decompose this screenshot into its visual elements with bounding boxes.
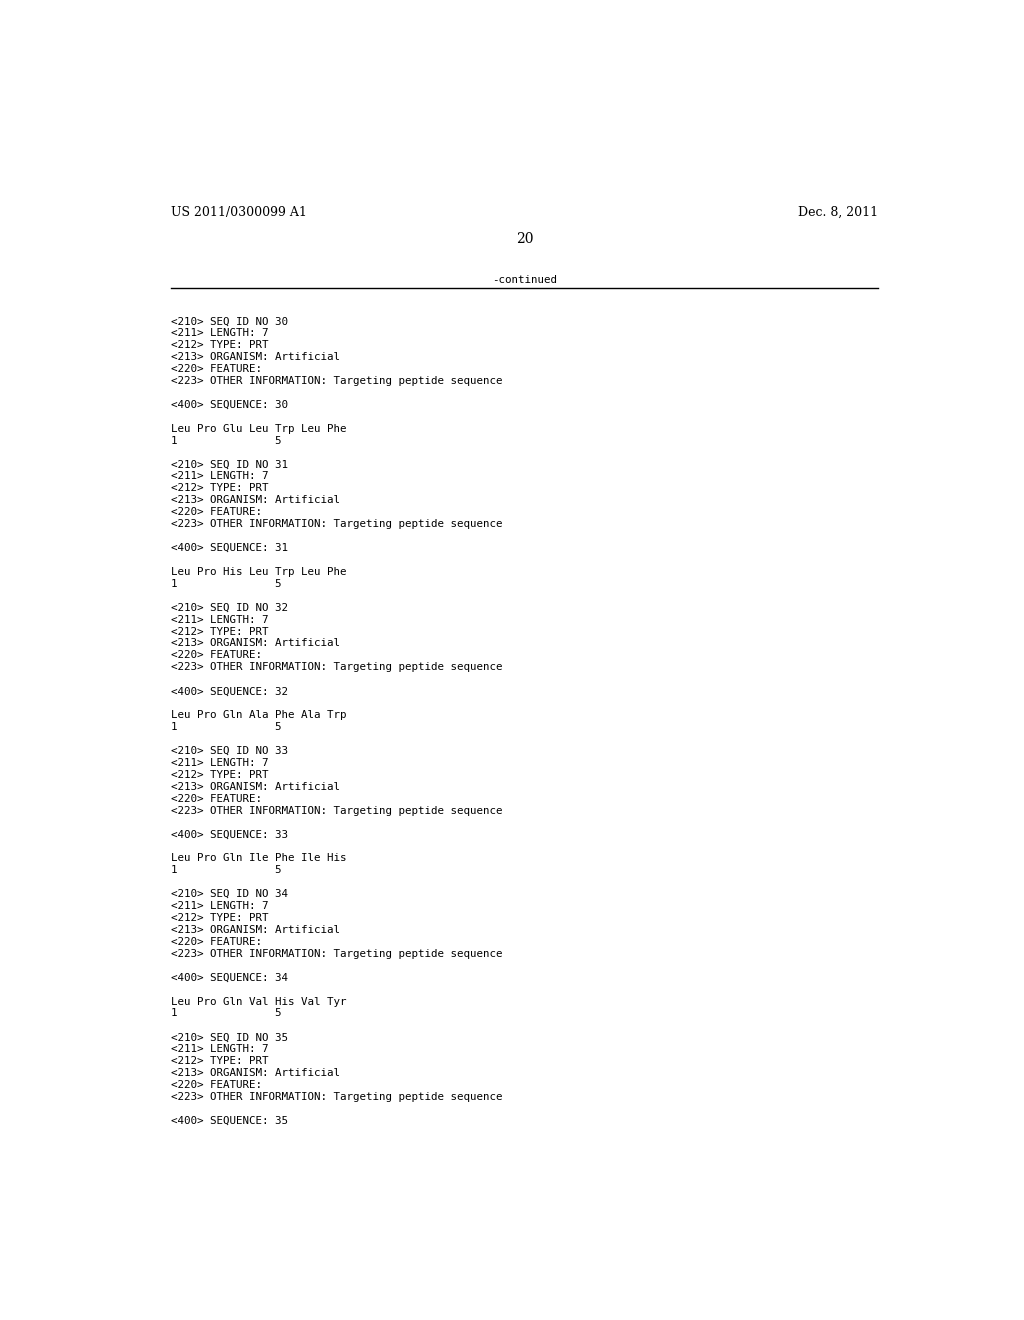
Text: <400> SEQUENCE: 30: <400> SEQUENCE: 30 [171, 400, 288, 409]
Text: <220> FEATURE:: <220> FEATURE: [171, 364, 261, 374]
Text: <210> SEQ ID NO 30: <210> SEQ ID NO 30 [171, 317, 288, 326]
Text: <211> LENGTH: 7: <211> LENGTH: 7 [171, 758, 268, 768]
Text: <223> OTHER INFORMATION: Targeting peptide sequence: <223> OTHER INFORMATION: Targeting pepti… [171, 519, 502, 529]
Text: <213> ORGANISM: Artificial: <213> ORGANISM: Artificial [171, 495, 340, 506]
Text: <223> OTHER INFORMATION: Targeting peptide sequence: <223> OTHER INFORMATION: Targeting pepti… [171, 376, 502, 385]
Text: Leu Pro Gln Ala Phe Ala Trp: Leu Pro Gln Ala Phe Ala Trp [171, 710, 346, 721]
Text: 1               5: 1 5 [171, 436, 282, 446]
Text: <212> TYPE: PRT: <212> TYPE: PRT [171, 770, 268, 780]
Text: <400> SEQUENCE: 33: <400> SEQUENCE: 33 [171, 829, 288, 840]
Text: 20: 20 [516, 231, 534, 246]
Text: Leu Pro His Leu Trp Leu Phe: Leu Pro His Leu Trp Leu Phe [171, 566, 346, 577]
Text: <400> SEQUENCE: 34: <400> SEQUENCE: 34 [171, 973, 288, 982]
Text: <212> TYPE: PRT: <212> TYPE: PRT [171, 483, 268, 494]
Text: <210> SEQ ID NO 34: <210> SEQ ID NO 34 [171, 890, 288, 899]
Text: <211> LENGTH: 7: <211> LENGTH: 7 [171, 902, 268, 911]
Text: <223> OTHER INFORMATION: Targeting peptide sequence: <223> OTHER INFORMATION: Targeting pepti… [171, 1092, 502, 1102]
Text: <223> OTHER INFORMATION: Targeting peptide sequence: <223> OTHER INFORMATION: Targeting pepti… [171, 805, 502, 816]
Text: Leu Pro Gln Val His Val Tyr: Leu Pro Gln Val His Val Tyr [171, 997, 346, 1007]
Text: <223> OTHER INFORMATION: Targeting peptide sequence: <223> OTHER INFORMATION: Targeting pepti… [171, 949, 502, 958]
Text: <212> TYPE: PRT: <212> TYPE: PRT [171, 1056, 268, 1067]
Text: <220> FEATURE:: <220> FEATURE: [171, 793, 261, 804]
Text: <212> TYPE: PRT: <212> TYPE: PRT [171, 627, 268, 636]
Text: <213> ORGANISM: Artificial: <213> ORGANISM: Artificial [171, 781, 340, 792]
Text: <211> LENGTH: 7: <211> LENGTH: 7 [171, 615, 268, 624]
Text: <212> TYPE: PRT: <212> TYPE: PRT [171, 341, 268, 350]
Text: <400> SEQUENCE: 35: <400> SEQUENCE: 35 [171, 1115, 288, 1126]
Text: <223> OTHER INFORMATION: Targeting peptide sequence: <223> OTHER INFORMATION: Targeting pepti… [171, 663, 502, 672]
Text: <220> FEATURE:: <220> FEATURE: [171, 507, 261, 517]
Text: -continued: -continued [493, 276, 557, 285]
Text: <210> SEQ ID NO 31: <210> SEQ ID NO 31 [171, 459, 288, 470]
Text: <210> SEQ ID NO 32: <210> SEQ ID NO 32 [171, 603, 288, 612]
Text: Leu Pro Glu Leu Trp Leu Phe: Leu Pro Glu Leu Trp Leu Phe [171, 424, 346, 434]
Text: <400> SEQUENCE: 32: <400> SEQUENCE: 32 [171, 686, 288, 696]
Text: <220> FEATURE:: <220> FEATURE: [171, 937, 261, 946]
Text: <213> ORGANISM: Artificial: <213> ORGANISM: Artificial [171, 352, 340, 362]
Text: <220> FEATURE:: <220> FEATURE: [171, 651, 261, 660]
Text: <212> TYPE: PRT: <212> TYPE: PRT [171, 913, 268, 923]
Text: 1               5: 1 5 [171, 1008, 282, 1019]
Text: <213> ORGANISM: Artificial: <213> ORGANISM: Artificial [171, 1068, 340, 1078]
Text: 1               5: 1 5 [171, 722, 282, 733]
Text: <400> SEQUENCE: 31: <400> SEQUENCE: 31 [171, 543, 288, 553]
Text: <210> SEQ ID NO 35: <210> SEQ ID NO 35 [171, 1032, 288, 1043]
Text: 1               5: 1 5 [171, 866, 282, 875]
Text: Leu Pro Gln Ile Phe Ile His: Leu Pro Gln Ile Phe Ile His [171, 853, 346, 863]
Text: <213> ORGANISM: Artificial: <213> ORGANISM: Artificial [171, 639, 340, 648]
Text: <220> FEATURE:: <220> FEATURE: [171, 1080, 261, 1090]
Text: <211> LENGTH: 7: <211> LENGTH: 7 [171, 1044, 268, 1055]
Text: <213> ORGANISM: Artificial: <213> ORGANISM: Artificial [171, 925, 340, 935]
Text: US 2011/0300099 A1: US 2011/0300099 A1 [171, 206, 306, 219]
Text: 1               5: 1 5 [171, 578, 282, 589]
Text: <210> SEQ ID NO 33: <210> SEQ ID NO 33 [171, 746, 288, 756]
Text: <211> LENGTH: 7: <211> LENGTH: 7 [171, 471, 268, 482]
Text: Dec. 8, 2011: Dec. 8, 2011 [798, 206, 879, 219]
Text: <211> LENGTH: 7: <211> LENGTH: 7 [171, 329, 268, 338]
